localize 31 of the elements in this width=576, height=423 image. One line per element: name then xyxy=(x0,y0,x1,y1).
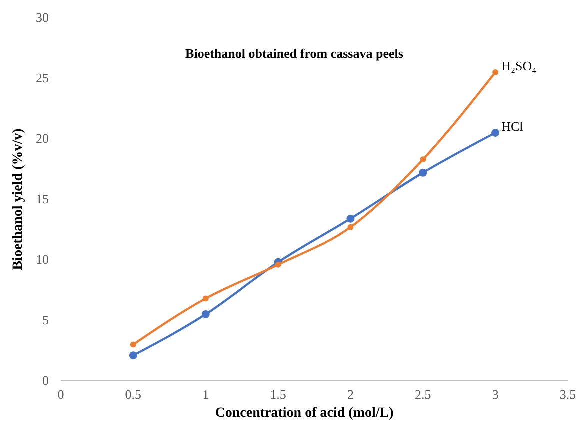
x-tick-label: 3.5 xyxy=(560,387,576,402)
point xyxy=(202,310,210,318)
point xyxy=(492,69,499,76)
y-tick-label: 0 xyxy=(42,373,49,388)
y-tick-label: 5 xyxy=(42,312,49,328)
point xyxy=(130,342,136,348)
series-label: H₂SO₄ xyxy=(502,58,538,74)
series-label: HCl xyxy=(502,118,524,134)
y-tick-label: 25 xyxy=(36,70,49,86)
point xyxy=(348,224,354,230)
point xyxy=(492,128,500,137)
point xyxy=(346,214,355,223)
x-tick-label: 2 xyxy=(347,387,354,402)
y-tick-label: 15 xyxy=(36,192,49,206)
text: Bioethanol obtained from cassava peels xyxy=(186,46,404,61)
x-axis-title: Concentration of acid (mol/L) xyxy=(215,406,394,421)
x-tick-label: 3 xyxy=(492,387,499,402)
x-tick-label: 0 xyxy=(58,387,64,402)
point xyxy=(419,168,428,177)
x-tick-label: 1.5 xyxy=(270,387,286,402)
point xyxy=(202,296,209,302)
x-tick-label: 0.5 xyxy=(125,387,142,402)
point xyxy=(420,156,426,163)
point xyxy=(275,262,282,268)
y-tick-label: 20 xyxy=(36,131,49,146)
x-tick-label: 2.5 xyxy=(415,387,432,402)
y-axis-title: Bioethanol yield (%v/v) xyxy=(11,128,26,270)
x-tick-label: 1 xyxy=(202,387,210,402)
y-tick-label: 10 xyxy=(36,252,49,267)
y-tick-label: 30 xyxy=(36,10,49,25)
point xyxy=(129,352,138,360)
